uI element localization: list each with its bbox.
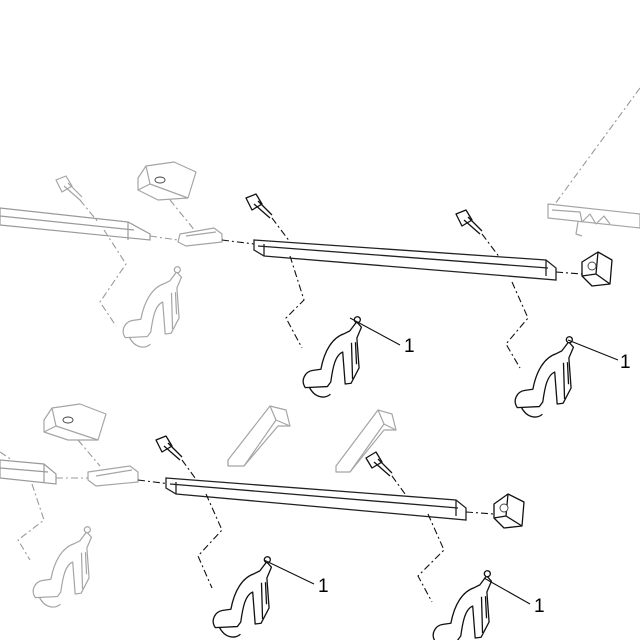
callout-4-leader [483, 577, 531, 605]
upper-row: 1 1 [0, 87, 640, 421]
end-cap-lower-1-dash [77, 439, 101, 467]
screw-lower-1-dash [181, 459, 199, 483]
upper-right-rail-fragment [547, 203, 640, 237]
hook-lower-3 [424, 569, 501, 640]
callout-1-label: 1 [404, 336, 415, 357]
callout-2-leader [567, 339, 619, 361]
connector-upper-1-dash-right [221, 239, 255, 245]
end-cap-lower-2 [493, 493, 525, 529]
connector-lower-1-dash-right [137, 479, 171, 485]
hook-lower-3-dash [417, 513, 445, 603]
callout-3-leader [263, 559, 315, 585]
lower-left-rail [0, 459, 57, 485]
end-cap-lower-1 [43, 403, 107, 441]
end-cap-upper-2 [581, 251, 613, 287]
callout-2-label: 1 [620, 352, 631, 373]
upper-left-rail [0, 207, 151, 241]
hook-upper-1-dash [99, 229, 127, 327]
screw-upper-1 [55, 175, 83, 201]
hook-lower-2 [204, 555, 281, 640]
hook-upper-2 [294, 315, 371, 401]
callout-3-label: 1 [318, 576, 329, 597]
connector-lower-1 [87, 465, 139, 487]
screw-upper-2 [245, 193, 273, 219]
callout-4-label: 1 [534, 596, 545, 617]
lower-center-rail-dash-right [465, 511, 495, 515]
connector-upper-1 [177, 227, 223, 247]
lower-left-dash-1 [0, 451, 13, 461]
hook-lower-1 [24, 525, 101, 611]
connector-upper-1-dash-left [149, 235, 179, 241]
upper-center-rail-dash-right [555, 271, 583, 275]
hook-lower-1-dash [17, 483, 45, 561]
lower-center-rail [165, 477, 467, 521]
hook-upper-3-dash [505, 281, 529, 369]
upper-center-rail [253, 239, 557, 281]
end-cap-upper-1-dash [169, 199, 197, 233]
upper-right-dash [551, 87, 640, 209]
spacer-block-1 [227, 405, 291, 467]
hook-upper-1 [114, 265, 191, 351]
hook-upper-3 [506, 335, 583, 421]
screw-upper-2-dash [271, 217, 291, 243]
screw-lower-2-dash [391, 475, 409, 499]
end-cap-upper-1 [137, 161, 197, 201]
lower-row: 1 1 [0, 403, 545, 640]
hook-lower-2-dash [197, 493, 223, 589]
screw-upper-1-dash [79, 199, 99, 223]
spacer-block-2 [335, 409, 397, 473]
screw-upper-3 [455, 209, 483, 235]
screw-upper-3-dash [481, 233, 501, 259]
hook-upper-2-dash [285, 255, 305, 349]
screw-lower-2 [365, 451, 393, 477]
callout-1-leader [349, 317, 401, 346]
screw-lower-1 [155, 435, 183, 461]
